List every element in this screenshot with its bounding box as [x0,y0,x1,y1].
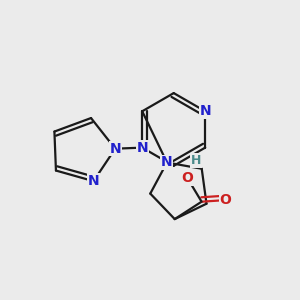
Text: O: O [219,193,231,207]
Text: O: O [182,171,193,185]
Text: N: N [110,142,121,156]
Text: H: H [191,154,201,167]
Text: N: N [200,104,211,118]
Text: N: N [88,174,99,188]
Text: N: N [161,155,173,170]
Text: N: N [136,141,148,154]
